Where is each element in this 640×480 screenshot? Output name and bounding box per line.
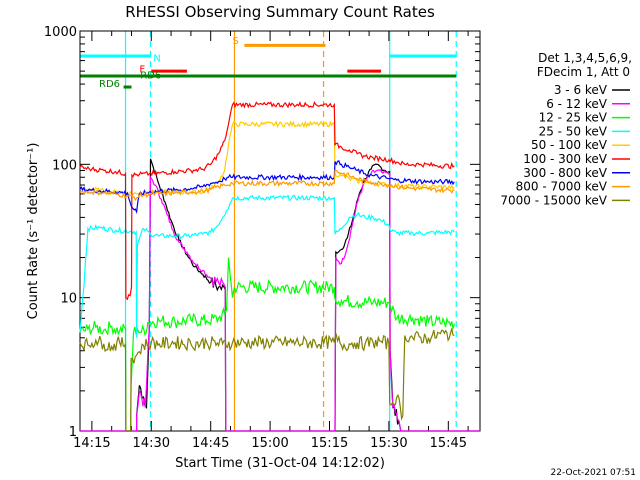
legend: Det 1,3,4,5,6,9, FDecim 1, Att 0 3 - 6 k… xyxy=(500,51,632,207)
legend-label-7: 800 - 7000 keV xyxy=(516,180,608,194)
x-tick-label: 14:45 xyxy=(192,436,229,451)
series-line-7 xyxy=(79,169,455,202)
y-tick-label: 100 xyxy=(52,158,77,173)
legend-header-line-2: FDecim 1, Att 0 xyxy=(537,65,630,79)
x-axis: 14:15 14:30 14:45 15:00 15:15 15:30 15:45 xyxy=(73,31,469,451)
annotation-label-2: RD6 xyxy=(140,71,161,82)
legend-label-1: 6 - 12 keV xyxy=(546,97,608,111)
legend-label-0: 3 - 6 keV xyxy=(554,83,608,97)
series-line-0 xyxy=(80,158,480,432)
chart-title: RHESSI Observing Summary Count Rates xyxy=(125,3,435,21)
generated-timestamp: 22-Oct-2021 07:51 xyxy=(551,468,636,478)
annotation-label-0: N xyxy=(153,54,160,65)
y-tick-label: 1 xyxy=(69,425,77,440)
legend-label-5: 100 - 300 keV xyxy=(523,152,607,166)
series-line-3 xyxy=(79,194,455,338)
legend-label-4: 50 - 100 keV xyxy=(531,138,608,152)
x-axis-label: Start Time (31-Oct-04 14:12:02) xyxy=(175,456,385,471)
annotation-label-3: RD6 xyxy=(99,79,120,90)
y-axis-label: Count Rate (s⁻¹ detector⁻¹) xyxy=(26,143,41,320)
series-layer xyxy=(79,100,480,432)
y-tick-label: 10 xyxy=(60,292,77,307)
annotation-label-1: F xyxy=(139,64,145,75)
annotation-label-4: S xyxy=(232,36,238,47)
x-tick-label: 15:30 xyxy=(370,436,407,451)
series-line-5 xyxy=(79,100,455,301)
legend-label-6: 300 - 800 keV xyxy=(523,166,607,180)
x-tick-label: 15:15 xyxy=(311,436,348,451)
y-tick-label: 1000 xyxy=(44,25,77,40)
series-line-8 xyxy=(79,328,455,432)
series-line-2 xyxy=(79,257,455,432)
series-line-6 xyxy=(79,160,455,215)
legend-header-line-1: Det 1,3,4,5,6,9, xyxy=(538,51,632,65)
series-line-4 xyxy=(79,120,455,197)
legend-label-2: 12 - 25 keV xyxy=(539,111,608,125)
plot-frame xyxy=(79,30,481,432)
x-tick-label: 15:45 xyxy=(430,436,467,451)
legend-label-3: 25 - 50 keV xyxy=(539,124,608,138)
x-tick-label: 14:30 xyxy=(133,436,170,451)
x-tick-label: 15:00 xyxy=(251,436,288,451)
legend-label-8: 7000 - 15000 keV xyxy=(500,193,607,207)
x-tick-label: 14:15 xyxy=(73,436,110,451)
series-line-1 xyxy=(80,169,480,432)
